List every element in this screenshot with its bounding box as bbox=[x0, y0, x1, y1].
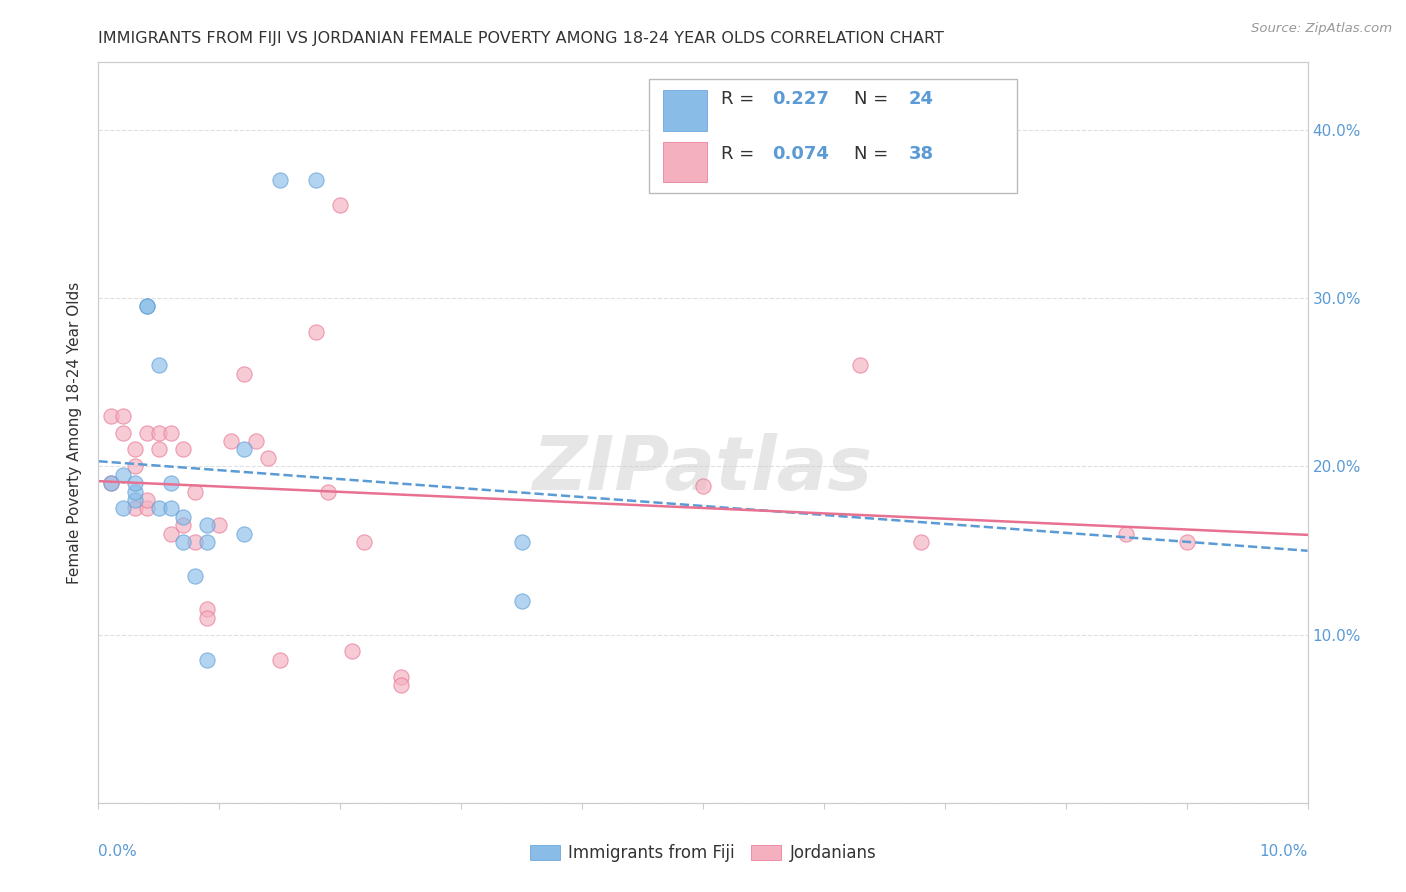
Point bbox=[172, 509, 194, 524]
Point bbox=[100, 409, 122, 423]
Point bbox=[305, 325, 328, 339]
Point bbox=[195, 518, 218, 533]
Text: 0.227: 0.227 bbox=[772, 90, 828, 108]
Point bbox=[160, 476, 183, 491]
Point bbox=[245, 434, 267, 448]
Point bbox=[1175, 535, 1198, 549]
Text: 0.0%: 0.0% bbox=[98, 844, 138, 858]
Point bbox=[148, 425, 170, 440]
FancyBboxPatch shape bbox=[648, 78, 1018, 194]
Point bbox=[221, 434, 243, 448]
Text: R =: R = bbox=[721, 145, 761, 163]
Point bbox=[124, 476, 146, 491]
Point bbox=[184, 484, 207, 499]
Point bbox=[111, 467, 134, 482]
Point bbox=[329, 198, 352, 212]
Point bbox=[195, 610, 218, 624]
Text: IMMIGRANTS FROM FIJI VS JORDANIAN FEMALE POVERTY AMONG 18-24 YEAR OLDS CORRELATI: IMMIGRANTS FROM FIJI VS JORDANIAN FEMALE… bbox=[98, 31, 945, 46]
Point bbox=[256, 450, 278, 465]
Point bbox=[135, 501, 157, 516]
Point bbox=[111, 501, 134, 516]
Point bbox=[269, 173, 291, 187]
Point bbox=[160, 526, 183, 541]
Point bbox=[100, 476, 122, 491]
Point bbox=[124, 492, 146, 507]
Point bbox=[160, 501, 183, 516]
Text: 38: 38 bbox=[908, 145, 934, 163]
Point bbox=[135, 300, 157, 314]
Point bbox=[1115, 526, 1137, 541]
Point bbox=[160, 425, 183, 440]
Point bbox=[184, 535, 207, 549]
Y-axis label: Female Poverty Among 18-24 Year Olds: Female Poverty Among 18-24 Year Olds bbox=[67, 282, 83, 583]
Point bbox=[111, 409, 134, 423]
Point bbox=[232, 526, 254, 541]
Point bbox=[316, 484, 339, 499]
Text: N =: N = bbox=[855, 145, 894, 163]
Point bbox=[124, 459, 146, 474]
Point bbox=[172, 518, 194, 533]
Text: Source: ZipAtlas.com: Source: ZipAtlas.com bbox=[1251, 22, 1392, 36]
Point bbox=[195, 653, 218, 667]
Point bbox=[849, 359, 872, 373]
Point bbox=[111, 425, 134, 440]
Point bbox=[172, 442, 194, 457]
Point bbox=[124, 484, 146, 499]
Text: R =: R = bbox=[721, 90, 761, 108]
Point bbox=[389, 670, 412, 684]
FancyBboxPatch shape bbox=[664, 142, 707, 182]
Text: ZIPatlas: ZIPatlas bbox=[533, 434, 873, 506]
Text: 10.0%: 10.0% bbox=[1260, 844, 1308, 858]
Point bbox=[124, 442, 146, 457]
Point bbox=[172, 535, 194, 549]
Point bbox=[135, 492, 157, 507]
Point bbox=[148, 359, 170, 373]
Point bbox=[269, 653, 291, 667]
Point bbox=[510, 594, 533, 608]
Point bbox=[195, 602, 218, 616]
Point bbox=[148, 442, 170, 457]
Point bbox=[389, 678, 412, 692]
Point bbox=[342, 644, 364, 658]
Point bbox=[148, 501, 170, 516]
Point bbox=[910, 535, 932, 549]
Point bbox=[353, 535, 375, 549]
Point bbox=[232, 442, 254, 457]
Point bbox=[692, 479, 714, 493]
Legend: Immigrants from Fiji, Jordanians: Immigrants from Fiji, Jordanians bbox=[523, 838, 883, 869]
FancyBboxPatch shape bbox=[664, 90, 707, 130]
Text: N =: N = bbox=[855, 90, 894, 108]
Point bbox=[510, 535, 533, 549]
Point bbox=[208, 518, 231, 533]
Point bbox=[195, 535, 218, 549]
Point bbox=[135, 300, 157, 314]
Point bbox=[232, 367, 254, 381]
Point bbox=[100, 476, 122, 491]
Text: 0.074: 0.074 bbox=[772, 145, 828, 163]
Text: 24: 24 bbox=[908, 90, 934, 108]
Point bbox=[135, 425, 157, 440]
Point bbox=[124, 501, 146, 516]
Point bbox=[305, 173, 328, 187]
Point bbox=[184, 568, 207, 582]
